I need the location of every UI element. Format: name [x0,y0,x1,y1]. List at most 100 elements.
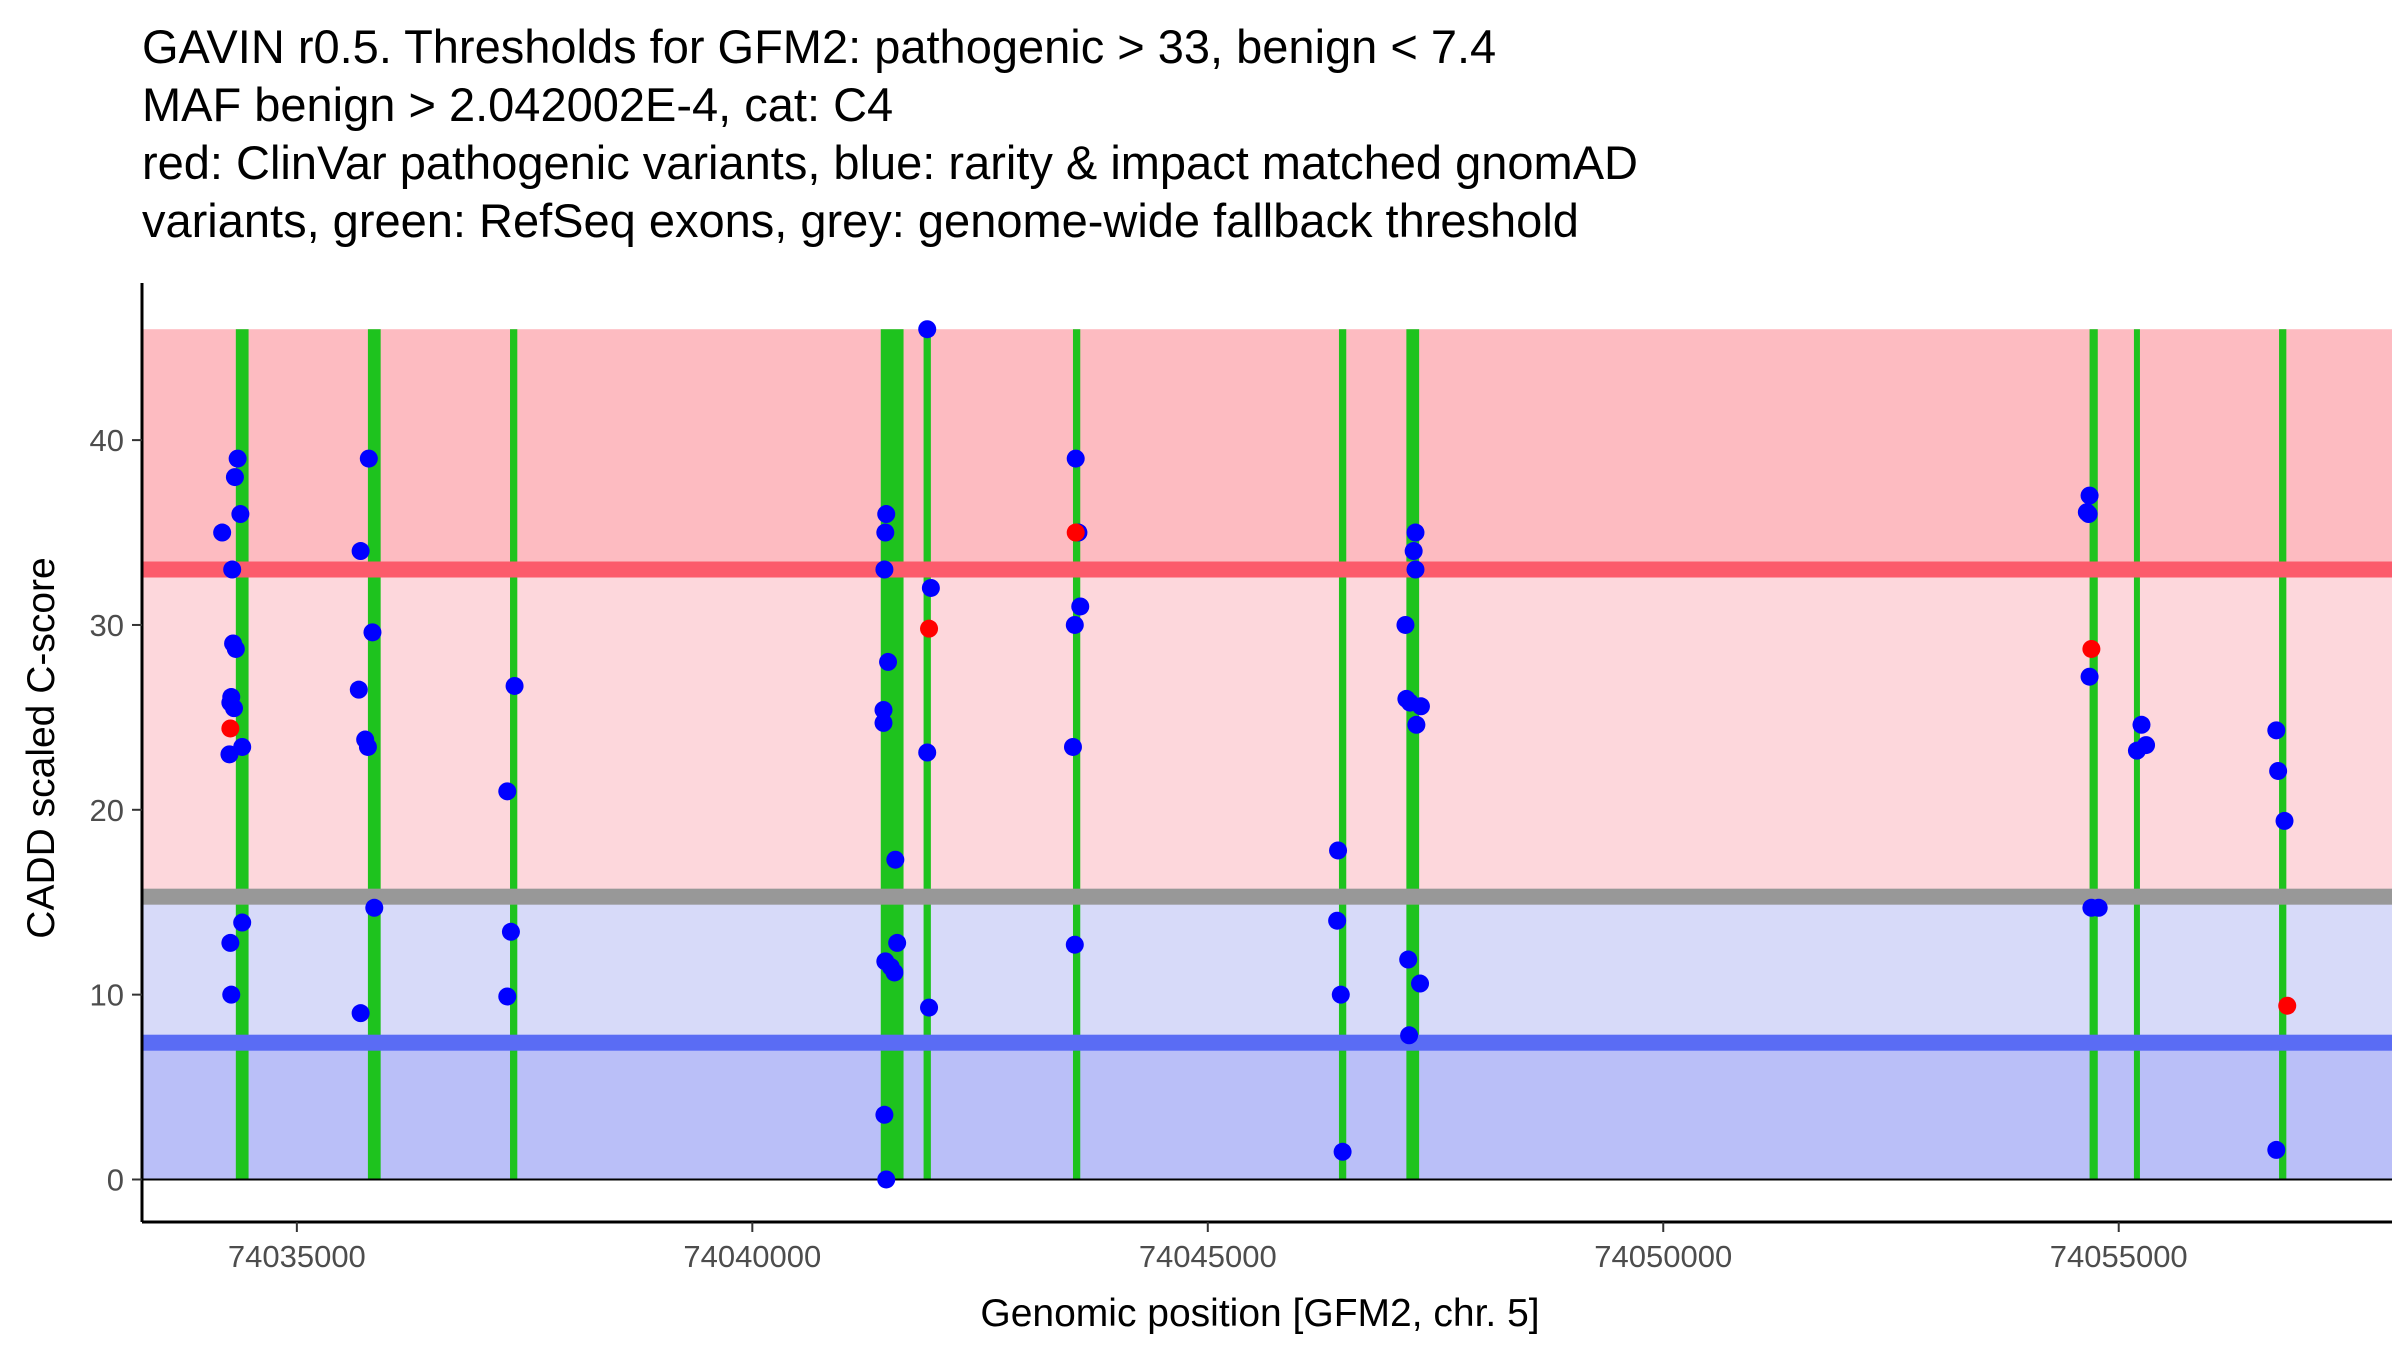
exon-bar [1338,329,1347,1180]
gnomad-variant-point [501,922,520,941]
gnomad-variant-point [233,737,252,756]
gnomad-variant-point [358,737,377,756]
title-line-3: red: ClinVar pathogenic variants, blue: … [142,136,1638,189]
gnomad-variant-point [1328,911,1347,930]
gnomad-variant-point [2267,721,2286,740]
x-tick-label: 74035000 [228,1239,366,1274]
gnomad-variant-point [1063,737,1082,756]
gnomad-variant-point [1400,1026,1419,1045]
gnomad-variant-point [1406,560,1425,579]
gnomad-variant-point [2080,667,2099,686]
exon-bar [510,329,518,1180]
gnomad-variant-point [221,933,240,952]
exon-bar [367,329,381,1180]
gnomad-variant-point [1333,1142,1352,1161]
y-tick-label: 20 [90,793,124,828]
y-tick-label: 30 [90,608,124,643]
pathogenic-threshold-line [142,561,2392,578]
gnomad-variant-point [877,505,896,524]
gnomad-variant-point [920,998,939,1017]
chart-title: GAVIN r0.5. Thresholds for GFM2: pathoge… [142,20,1638,247]
gnomad-variant-point [918,320,937,339]
gnomad-variant-point [231,505,250,524]
clinvar-pathogenic-point [221,719,240,738]
gnomad-variant-point [498,987,517,1006]
clinvar-pathogenic-point [2278,996,2297,1015]
gnomad-variant-point [1066,449,1085,468]
gnomad-variant-point [1404,542,1423,561]
y-axis-ticks: 0 10 20 30 40 [90,423,142,1197]
likely-benign-band [142,896,2392,1043]
variant-points [213,320,2297,1189]
axes: 74035000 74040000 74045000 74050000 74055000… [90,283,2392,1274]
x-tick-label: 74050000 [1594,1239,1732,1274]
x-tick-label: 74045000 [1139,1239,1277,1274]
gnomad-variant-point [2132,715,2151,734]
gnomad-variant-point [2089,898,2108,917]
gnomad-variant-point [233,913,252,932]
gnomad-variant-point [1411,974,1430,993]
title-line-4: variants, green: RefSeq exons, grey: gen… [142,194,1579,247]
likely-pathogenic-band [142,569,2392,897]
threshold-lines [142,561,2392,1181]
gnomad-variant-point [365,898,384,917]
x-tick-label: 74055000 [2050,1239,2188,1274]
x-tick-label: 74040000 [683,1239,821,1274]
y-axis-title: CADD scaled C-score [20,557,63,938]
fallback-threshold-line [142,888,2392,905]
gnomad-variant-point [213,523,232,542]
gnomad-variant-point [876,523,895,542]
gnomad-variant-point [1411,697,1430,716]
gnomad-variant-point [886,850,905,869]
gnomad-variant-point [879,652,898,671]
gnomad-variant-point [363,623,382,642]
x-axis-title: Genomic position [GFM2, chr. 5] [980,1292,1539,1335]
gnomad-variant-point [359,449,378,468]
gnomad-variant-point [918,743,937,762]
gnomad-variant-point [2267,1140,2286,1159]
gnomad-variant-point [349,680,368,699]
gnomad-variant-point [228,449,247,468]
gnomad-variant-point [2080,486,2099,505]
gnomad-variant-point [888,933,907,952]
gnomad-variant-point [351,1004,370,1023]
exon-bar [1406,329,1420,1180]
gnomad-variant-point [498,782,517,801]
gnomad-variant-point [351,542,370,561]
y-tick-label: 0 [107,1162,124,1197]
gnomad-variant-point [2269,761,2288,780]
exon-bar [880,329,904,1180]
gnomad-variant-point [2079,505,2098,524]
gnomad-variant-point [2137,736,2156,755]
x-axis-ticks: 74035000 74040000 74045000 74050000 74055000 [228,1222,2188,1274]
pathogenic-band [142,329,2392,570]
gnomad-variant-point [874,700,893,719]
gnomad-variant-point [226,639,245,658]
gnomad-variant-point [225,699,244,718]
gnomad-variant-point [874,713,893,732]
gnomad-variant-point [1331,985,1350,1004]
gnomad-variant-point [921,578,940,597]
title-line-2: MAF benign > 2.042002E-4, cat: C4 [142,78,893,131]
gnomad-variant-point [2275,811,2294,830]
y-tick-label: 40 [90,423,124,458]
y-tick-label: 10 [90,978,124,1013]
exon-bar [2279,329,2287,1180]
clinvar-pathogenic-point [920,619,939,638]
gnomad-variant-point [222,985,241,1004]
exon-bar [2089,329,2098,1180]
gnomad-variant-point [875,1105,894,1124]
benign-band [142,1042,2392,1180]
clinvar-pathogenic-point [2082,639,2101,658]
gnomad-variant-point [225,468,244,487]
gnomad-variant-point [875,560,894,579]
gnomad-variant-point [1065,935,1084,954]
title-line-1: GAVIN r0.5. Thresholds for GFM2: pathoge… [142,20,1496,73]
gnomad-variant-point [1071,597,1090,616]
gnomad-variant-point [1399,950,1418,969]
clinvar-pathogenic-point [1066,523,1085,542]
gnomad-variant-point [505,676,524,695]
gnomad-variant-point [223,560,242,579]
